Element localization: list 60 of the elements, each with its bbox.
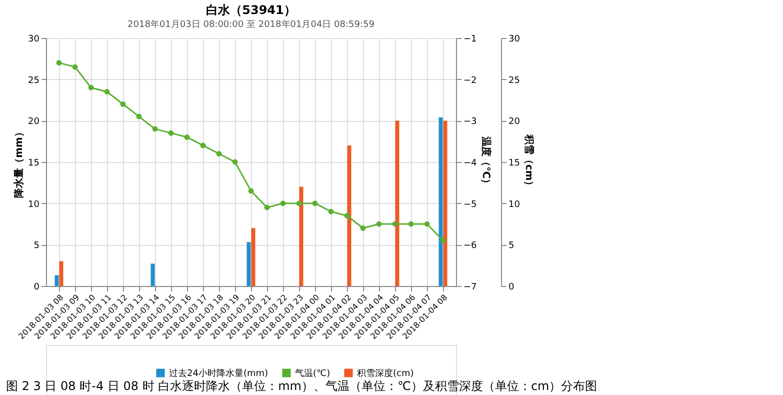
point	[88, 84, 94, 90]
y3-tick-label: 20	[508, 117, 520, 128]
point	[104, 89, 110, 94]
y3-tick-label: 30	[508, 34, 520, 44]
point	[424, 221, 430, 227]
legend-label: 过去24小时降水量(mm)	[169, 368, 268, 379]
point	[440, 238, 446, 244]
point	[184, 134, 190, 140]
y3-tick-label: 25	[508, 76, 520, 86]
point	[312, 200, 318, 206]
point	[136, 114, 142, 120]
bar	[395, 120, 400, 286]
point	[248, 188, 254, 194]
point	[152, 126, 158, 132]
y-tick-label: 25	[28, 76, 40, 86]
point	[344, 213, 350, 218]
y-tick-label: 15	[28, 158, 40, 168]
caption: 图 2 3 日 08 时-4 日 08 时 白水逐时降水（单位：mm）、气温（单位：℃）及积雪深度（单位：cm）分布图	[6, 379, 598, 393]
point	[200, 142, 206, 148]
point	[232, 159, 238, 165]
y3-tick-label: 10	[508, 200, 520, 210]
bar	[299, 186, 304, 286]
y3-axis-title: 积雪（cm）	[522, 133, 535, 191]
y-tick-label: 5	[34, 241, 40, 252]
bar	[59, 261, 64, 286]
y2-tick-label: −4	[464, 158, 478, 168]
y-tick-label: 10	[28, 200, 40, 210]
y3-tick-label: 5	[508, 241, 514, 252]
point	[280, 200, 286, 206]
point	[56, 60, 62, 66]
y3-tick-label: 0	[508, 282, 514, 292]
y-tick-label: 20	[28, 117, 40, 128]
y2-tick-label: −5	[464, 200, 477, 210]
y-tick-label: 30	[28, 34, 40, 44]
legend-label: 积雪深度(cm)	[357, 368, 414, 379]
point	[216, 151, 222, 156]
legend-label: 气温(℃)	[295, 368, 330, 379]
y2-tick-label: −3	[464, 117, 477, 128]
point	[296, 200, 302, 206]
point	[72, 64, 78, 70]
y2-axis-title: 温度（℃）	[480, 135, 492, 189]
point	[120, 101, 126, 107]
y2-tick-label: −2	[464, 76, 477, 86]
y-axis-title: 降水量（mm）	[13, 127, 26, 198]
point	[328, 208, 334, 214]
point	[264, 204, 270, 210]
chart-subtitle: 2018年01月03日 08:00:00 至 2018年01月04日 08:59:59	[128, 19, 375, 30]
point	[360, 225, 366, 231]
bar	[347, 145, 352, 286]
y2-tick-label: −1	[464, 34, 477, 44]
y3-tick-label: 15	[508, 158, 520, 168]
point	[392, 221, 398, 227]
y2-tick-label: −7	[464, 282, 477, 292]
point	[408, 221, 414, 227]
y-tick-label: 0	[34, 282, 40, 292]
y2-tick-label: −6	[464, 241, 478, 252]
chart-title: 白水（53941）	[206, 3, 296, 17]
bar	[150, 264, 155, 286]
point	[376, 221, 382, 227]
point	[168, 130, 174, 136]
